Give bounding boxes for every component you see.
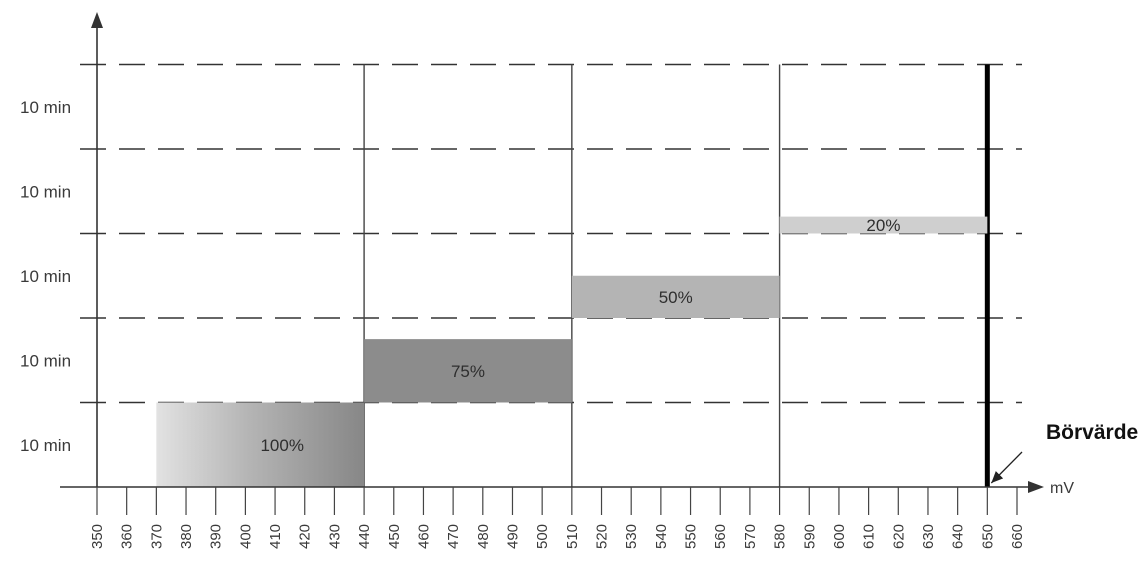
x-tick-label: 650 [979, 524, 996, 549]
x-tick-label: 520 [594, 524, 611, 549]
x-tick-label: 410 [267, 524, 284, 549]
x-tick-label: 420 [297, 524, 314, 549]
x-tick-label: 490 [504, 524, 521, 549]
x-tick-label: 480 [475, 524, 492, 549]
x-tick-label: 460 [415, 524, 432, 549]
x-tick-label: 370 [148, 524, 165, 549]
y-label: 10 min [20, 98, 71, 117]
axes [60, 12, 1044, 515]
x-tick-label: 600 [831, 524, 848, 549]
x-tick-label: 450 [386, 524, 403, 549]
x-tick-label: 530 [623, 524, 640, 549]
x-tick-label: 610 [861, 524, 878, 549]
x-tick-label: 570 [742, 524, 759, 549]
bar [364, 339, 572, 403]
x-tick-label: 540 [653, 524, 670, 549]
x-tick-label: 550 [683, 524, 700, 549]
y-axis-arrow [91, 12, 103, 28]
labels: 100% 75% 50% 20% 10 min 10 min 10 min 10 min 10 … [20, 98, 1138, 549]
grid-lines [80, 63, 1022, 404]
y-label: 10 min [20, 351, 71, 370]
x-tick-label: 620 [890, 524, 907, 549]
y-label: 10 min [20, 182, 71, 201]
bar [779, 216, 988, 234]
x-tick-label: 430 [326, 524, 343, 549]
x-tick-label: 360 [119, 524, 136, 549]
x-tick-label: 560 [712, 524, 729, 549]
x-tick-label: 500 [534, 524, 551, 549]
x-tick-label: 470 [445, 524, 462, 549]
y-label: 10 min [20, 436, 71, 455]
bar [156, 402, 365, 487]
x-tick-label: 390 [208, 524, 225, 549]
x-unit-label: mV [1050, 480, 1074, 497]
bar-label: 100% [260, 436, 303, 455]
bar-label: 50% [659, 288, 693, 307]
x-tick-label: 400 [237, 524, 254, 549]
x-tick-label: 660 [1009, 524, 1026, 549]
x-tick-label: 440 [356, 524, 373, 549]
setpoint-label: Börvärde [1046, 421, 1138, 444]
x-tick-label: 630 [920, 524, 937, 549]
x-tick-label: 640 [950, 524, 967, 549]
bar-label: 20% [866, 216, 900, 235]
x-tick-label: 380 [178, 524, 195, 549]
x-tick-label: 580 [772, 524, 789, 549]
x-tick-label: 350 [89, 524, 106, 549]
bar [571, 275, 780, 318]
x-tick-label: 510 [564, 524, 581, 549]
x-axis-arrow [1028, 481, 1044, 493]
x-tick-label: 590 [801, 524, 818, 549]
setpoint-arrow [990, 451, 1023, 484]
bar-label: 75% [451, 362, 485, 381]
y-label: 10 min [20, 267, 71, 286]
bars [156, 216, 988, 487]
